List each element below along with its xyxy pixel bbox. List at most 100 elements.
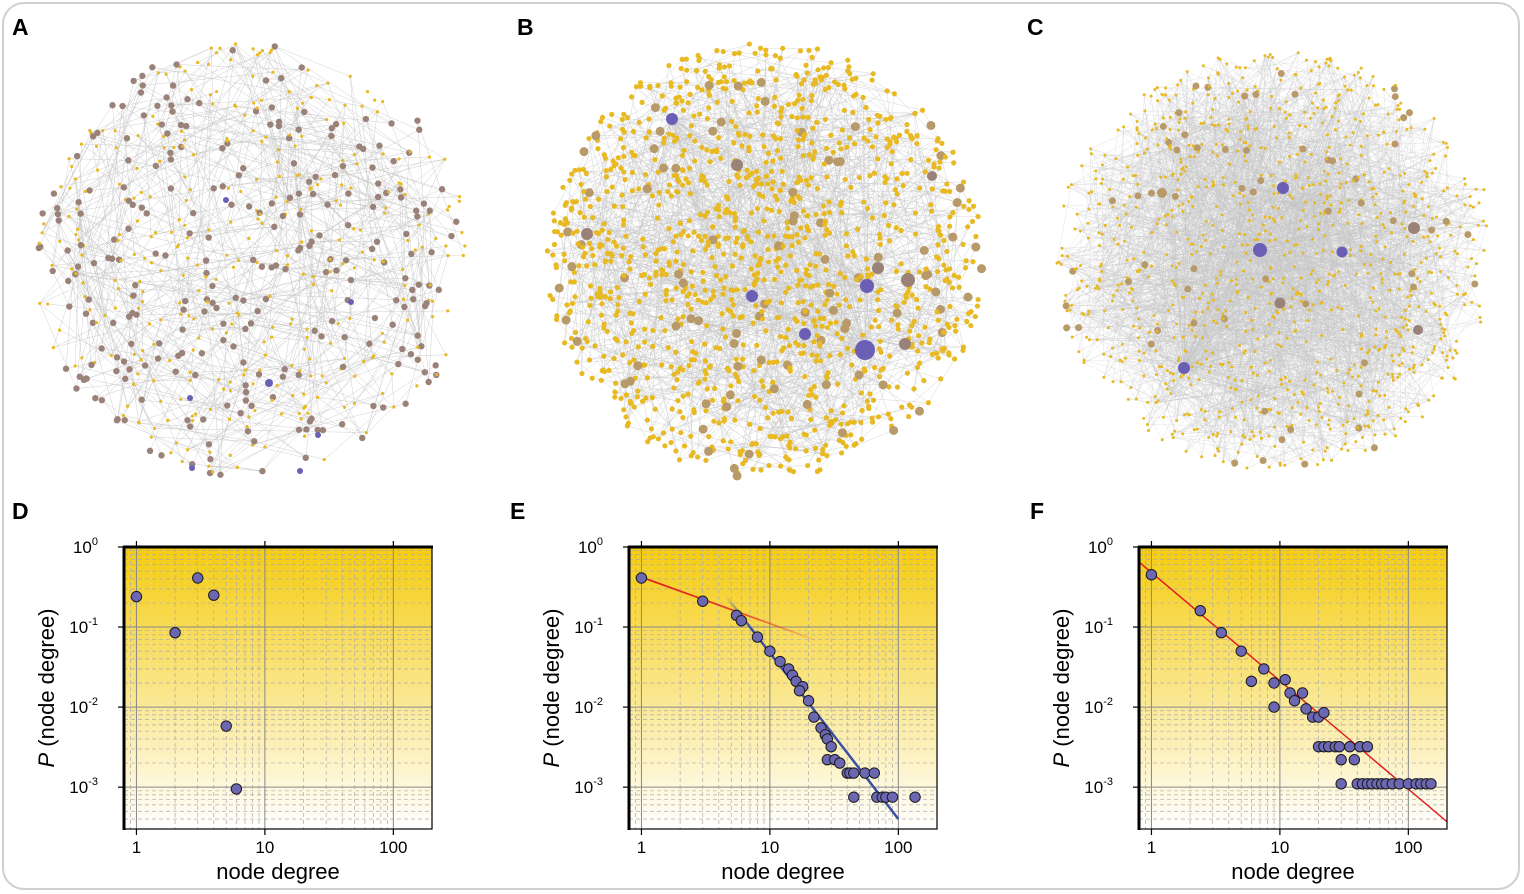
network-node [680,367,686,373]
network-node [943,267,949,273]
network-node [702,358,708,364]
network-node [947,214,953,220]
network-node [399,345,406,353]
network-node [1312,111,1316,115]
network-node [208,407,213,412]
network-node [182,138,187,142]
network-node [217,471,224,478]
network-node [661,135,667,141]
network-node [568,207,574,213]
network-node [1300,293,1304,297]
network-node [884,88,890,94]
network-node [581,214,587,220]
network-node [416,126,423,133]
network-node [299,240,304,244]
network-node [666,262,672,268]
network-node [1379,211,1383,215]
data-point [1258,663,1270,675]
network-node [340,183,344,187]
network-node [1261,407,1269,415]
network-node [121,413,125,418]
network-node [728,439,734,445]
network-node [1430,271,1434,275]
network-node [769,186,775,192]
network-node [1099,262,1103,266]
network-node [1358,119,1362,123]
network-node [595,196,602,202]
network-node [944,321,950,327]
network-node [1255,406,1259,410]
network-node [1087,309,1091,313]
network-node [230,322,234,326]
network-node [821,161,827,167]
network-node [1401,189,1405,193]
network-node [829,418,835,425]
network-node [1156,99,1160,103]
network-node [247,320,255,327]
network-node [1345,420,1349,424]
network-node [1136,317,1140,321]
network-node [674,377,680,383]
network-node [1095,284,1099,288]
network-node [1325,194,1329,198]
network-node [742,457,749,463]
network-node [271,70,275,74]
network-node [74,232,78,237]
network-node [1344,181,1348,185]
network-node [960,344,967,350]
network-node [904,121,910,128]
network-node [414,332,421,339]
network-node [629,169,636,176]
network-node [1116,216,1120,220]
network-node [1147,340,1155,348]
network-node [1393,434,1397,438]
y-axis-title: P (node degree) [34,608,59,767]
network-node [120,184,128,191]
data-point [1335,754,1347,766]
network-node [159,318,163,322]
network-node [919,107,926,113]
network-node [935,136,941,142]
network-node [359,434,366,442]
network-node [38,301,42,306]
network-node [802,399,812,409]
network-node [1142,374,1146,378]
network-node [1167,98,1171,102]
network-node [551,241,558,248]
network-node [1471,238,1475,242]
network-node [904,370,911,376]
network-node [1285,425,1289,429]
network-node [655,169,661,175]
network-node [1132,257,1136,261]
network-node [1382,87,1386,91]
network-node [843,443,849,449]
network-node [822,116,828,123]
network-node [1277,70,1285,78]
x-tick-label: 10 [255,838,274,857]
network-node [720,438,726,444]
network-node [1391,359,1395,363]
network-node [1246,124,1250,128]
network-node [342,257,350,264]
network-node [1318,182,1322,186]
network-node [948,232,958,242]
network-node [297,411,301,416]
network-node [188,188,193,192]
network-node [607,296,613,302]
network-node [1181,166,1185,170]
network-node [1400,114,1408,122]
network-node [1171,372,1175,376]
network-node [401,297,406,301]
network-node [401,303,408,311]
network-node [448,232,455,240]
network-node [264,135,268,139]
network-node [720,48,726,55]
network-node [936,165,942,171]
network-node [875,296,881,303]
network-node [821,380,831,390]
network-node [680,314,686,320]
network-node [1163,175,1167,179]
y-tick-label: 10-2 [69,696,98,717]
network-node [754,342,760,348]
network-node [698,237,704,243]
